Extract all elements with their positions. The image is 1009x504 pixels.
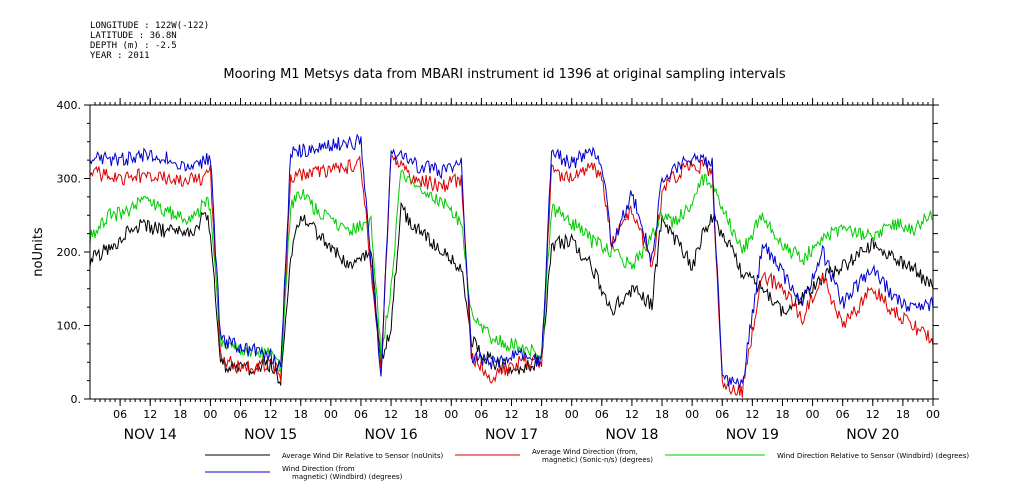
x-tick-label: 12: [745, 408, 759, 421]
x-tick-label: 18: [173, 408, 187, 421]
x-tick-label: 18: [414, 408, 428, 421]
series-layer: [89, 133, 934, 398]
x-tick-label: 18: [535, 408, 549, 421]
x-day-label: NOV 20: [846, 427, 899, 443]
x-tick-label: 12: [143, 408, 157, 421]
x-tick-label: 06: [715, 408, 729, 421]
metadata-block: LONGITUDE : 122W(-122) LATITUDE : 36.8N …: [90, 21, 209, 61]
series-line-3: [89, 133, 934, 390]
y-tick-label: 100.: [57, 320, 82, 333]
y-tick-label: 200.: [57, 246, 82, 259]
legend-label: Wind Direction (from: [282, 465, 355, 473]
x-day-label: NOV 16: [365, 427, 418, 443]
x-tick-label: 06: [354, 408, 368, 421]
series-line-1: [89, 155, 934, 398]
y-tick-label: 0.: [71, 393, 82, 406]
x-tick-label: 12: [625, 408, 639, 421]
x-tick-label: 00: [324, 408, 338, 421]
legend-label: magnetic) (Sonic-n/s) (degrees): [542, 456, 653, 464]
legend-label: magnetic) (Windbird) (degrees): [292, 473, 403, 481]
legend-item-2: Wind Direction Relative to Sensor (Windb…: [665, 452, 969, 460]
x-tick-label: 00: [565, 408, 579, 421]
y-tick-label: 300.: [57, 173, 82, 186]
latitude-text: LATITUDE : 36.8N: [90, 31, 177, 41]
longitude-text: LONGITUDE : 122W(-122): [90, 21, 210, 31]
x-tick-label: 18: [775, 408, 789, 421]
x-day-label: NOV 18: [605, 427, 658, 443]
x-tick-label: 18: [896, 408, 910, 421]
x-tick-label: 06: [234, 408, 248, 421]
x-tick-label: 00: [444, 408, 458, 421]
x-tick-label: 06: [113, 408, 127, 421]
chart-title: Mooring M1 Metsys data from MBARI instru…: [223, 67, 786, 82]
legend: Average Wind Dir Relative to Sensor (noU…: [205, 448, 969, 481]
x-day-label: NOV 19: [726, 427, 779, 443]
x-tick-label: 18: [294, 408, 308, 421]
x-tick-label: 00: [203, 408, 217, 421]
x-tick-label: 12: [264, 408, 278, 421]
legend-label: Average Wind Direction (from,: [532, 448, 638, 456]
x-tick-label: 18: [655, 408, 669, 421]
depth-text: DEPTH (m) : -2.5: [90, 41, 177, 51]
series-line-2: [89, 169, 934, 372]
x-day-label: NOV 15: [244, 427, 297, 443]
legend-label: Average Wind Dir Relative to Sensor (noU…: [282, 452, 443, 460]
x-tick-label: 06: [595, 408, 609, 421]
x-tick-label: 06: [836, 408, 850, 421]
x-tick-label: 00: [806, 408, 820, 421]
year-text: YEAR : 2011: [90, 51, 150, 61]
x-day-label: NOV 14: [124, 427, 177, 443]
x-tick-label: 06: [474, 408, 488, 421]
x-tick-label: 00: [926, 408, 940, 421]
x-tick-label: 12: [505, 408, 519, 421]
legend-label: Wind Direction Relative to Sensor (Windb…: [777, 452, 969, 460]
axis-layer: 0. 100. 200. 300. 400. 06 12 18 00 06 12 18 00 06 12 18…: [57, 98, 940, 443]
x-day-label: NOV 17: [485, 427, 538, 443]
x-tick-label: 12: [866, 408, 880, 421]
y-tick-label: 400.: [57, 99, 82, 112]
plot-frame: [89, 104, 934, 400]
legend-item-1: Average Wind Direction (from,magnetic) (…: [455, 448, 653, 464]
x-tick-label: 12: [384, 408, 398, 421]
x-tick-label: 00: [685, 408, 699, 421]
legend-item-0: Average Wind Dir Relative to Sensor (noU…: [205, 452, 443, 460]
y-axis-label: noUnits: [31, 227, 46, 277]
